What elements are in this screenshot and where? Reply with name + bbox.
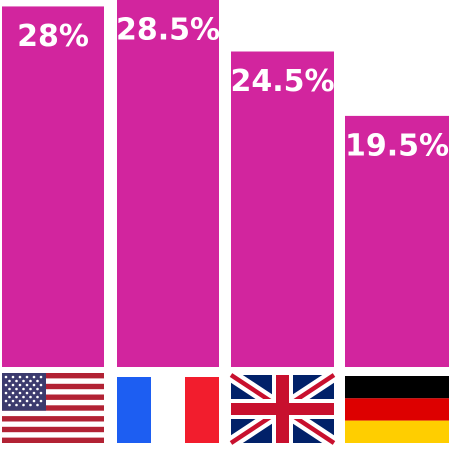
bar-2 (117, 0, 219, 367)
flags-layer (2, 369, 449, 449)
bar-value-label-3: 24.5% (230, 64, 334, 99)
value-labels-layer: 28% 28.5% 24.5% 19.5% (17, 13, 449, 164)
bar-value-label-2: 28.5% (116, 13, 220, 48)
us-flag-icon (2, 373, 104, 443)
uk-flag-icon (227, 369, 338, 449)
bars-layer (2, 0, 449, 367)
bar-4 (345, 115, 449, 367)
germany-flag-icon (345, 376, 449, 443)
france-flag-icon (117, 377, 219, 443)
bar-value-label-4: 19.5% (345, 128, 449, 163)
bar-value-label-1: 28% (17, 19, 89, 54)
bar-1 (2, 6, 104, 367)
bar-3 (231, 51, 334, 367)
